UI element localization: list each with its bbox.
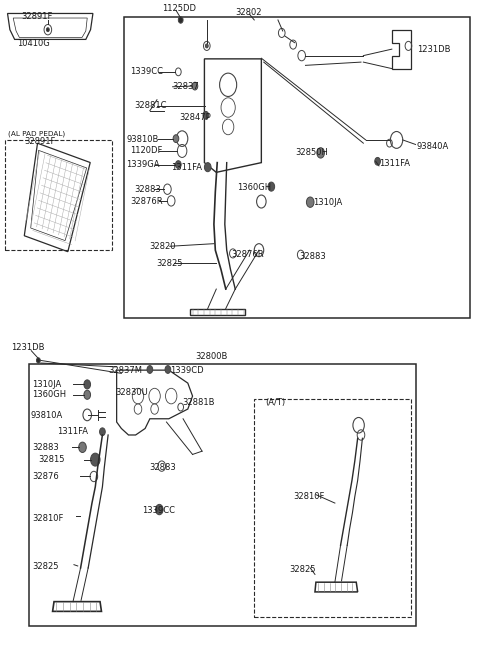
Text: 1339CC: 1339CC — [142, 506, 175, 515]
Circle shape — [203, 111, 209, 119]
Circle shape — [179, 17, 183, 23]
Circle shape — [205, 44, 208, 48]
Circle shape — [375, 157, 381, 165]
Text: (AL PAD PEDAL): (AL PAD PEDAL) — [8, 130, 65, 137]
Circle shape — [173, 135, 179, 143]
Text: 32837M: 32837M — [108, 365, 142, 375]
Text: 93840A: 93840A — [417, 142, 449, 151]
Text: 1311FA: 1311FA — [171, 162, 202, 172]
Text: 32802: 32802 — [235, 8, 262, 16]
Text: 1120DF: 1120DF — [130, 147, 162, 155]
Text: 32820: 32820 — [149, 242, 175, 251]
Text: 93810A: 93810A — [30, 411, 62, 420]
Text: 32883: 32883 — [134, 185, 161, 195]
Text: 1231DB: 1231DB — [12, 343, 45, 352]
Text: 32883: 32883 — [32, 443, 59, 453]
Text: 10410G: 10410G — [17, 39, 50, 48]
Text: 1360GH: 1360GH — [32, 390, 66, 400]
Text: (A/T): (A/T) — [265, 398, 285, 407]
Text: 1311FA: 1311FA — [57, 427, 88, 436]
Text: 1360GH: 1360GH — [237, 183, 271, 192]
Text: 32830U: 32830U — [116, 388, 148, 398]
Text: 1310JA: 1310JA — [32, 380, 61, 389]
Text: 32825: 32825 — [156, 259, 182, 268]
Text: 32876: 32876 — [32, 472, 59, 481]
Text: 1339CD: 1339CD — [170, 365, 204, 375]
Text: 32815: 32815 — [38, 455, 65, 464]
Text: 1339GA: 1339GA — [126, 160, 160, 169]
Text: 32810F: 32810F — [293, 492, 324, 501]
Text: 32881C: 32881C — [134, 101, 167, 110]
Circle shape — [84, 390, 91, 400]
Circle shape — [91, 453, 100, 466]
Circle shape — [204, 162, 211, 172]
Circle shape — [268, 182, 275, 191]
Circle shape — [156, 504, 163, 515]
Circle shape — [47, 28, 49, 31]
Circle shape — [99, 428, 105, 436]
Text: 32847P: 32847P — [180, 113, 212, 122]
Text: 1125DD: 1125DD — [162, 4, 196, 13]
Text: 32891F: 32891F — [24, 138, 56, 146]
Text: 32876R: 32876R — [130, 197, 163, 206]
Text: 32850H: 32850H — [296, 149, 328, 157]
Circle shape — [176, 160, 181, 168]
Circle shape — [317, 148, 324, 158]
Text: 32825: 32825 — [32, 562, 59, 571]
Text: 32881B: 32881B — [182, 398, 215, 407]
Text: 32800B: 32800B — [195, 352, 228, 361]
Text: 1310JA: 1310JA — [313, 198, 343, 208]
Text: 1231DB: 1231DB — [417, 45, 450, 54]
Text: 1311FA: 1311FA — [379, 159, 410, 168]
Circle shape — [306, 197, 314, 208]
Circle shape — [192, 83, 198, 90]
Text: 32837: 32837 — [173, 83, 199, 91]
Text: 32810F: 32810F — [32, 514, 63, 523]
Text: 32891F: 32891F — [22, 12, 53, 21]
Text: 1339CC: 1339CC — [130, 67, 163, 77]
Text: 32883: 32883 — [149, 463, 176, 472]
Text: 32876R: 32876R — [231, 250, 264, 259]
Circle shape — [84, 380, 91, 389]
Text: 93810B: 93810B — [127, 136, 159, 144]
Circle shape — [147, 365, 153, 373]
Text: 32825: 32825 — [289, 565, 315, 574]
Circle shape — [165, 365, 171, 373]
Circle shape — [79, 442, 86, 453]
Text: 32883: 32883 — [299, 252, 325, 261]
Circle shape — [36, 358, 40, 363]
